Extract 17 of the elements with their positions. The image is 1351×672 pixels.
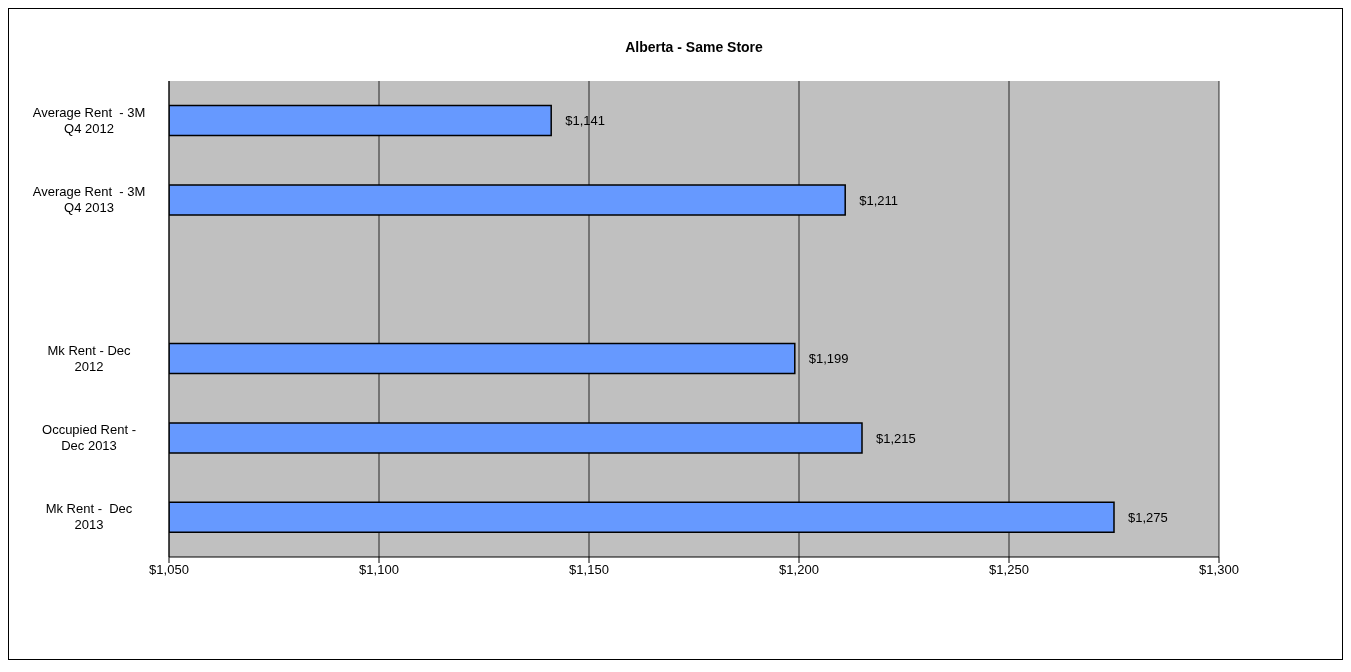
data-label: $1,211: [859, 192, 898, 208]
y-tick-label: Mk Rent - Dec 2012: [47, 342, 132, 374]
x-tick-label: $1,150: [569, 562, 609, 578]
x-tick-label: $1,250: [989, 562, 1029, 578]
data-label: $1,199: [808, 351, 849, 367]
x-tick-label: $1,050: [149, 562, 189, 578]
x-tick-label: $1,300: [1199, 562, 1239, 578]
y-tick-label: Occupied Rent - Dec 2013: [42, 422, 136, 453]
y-tick-label: Average Rent - 3M Q4 2012: [32, 104, 146, 136]
y-tick-label: Average Rent - 3M Q4 2013: [32, 184, 146, 215]
x-tick-label: $1,100: [359, 562, 399, 578]
data-label: $1,215: [876, 430, 916, 446]
data-label: $1,275: [1128, 509, 1168, 525]
chart-title: Alberta - Same Store: [624, 39, 764, 55]
y-tick-label: Mk Rent - Dec 2013: [45, 501, 133, 533]
data-label: $1,141: [565, 113, 605, 129]
x-tick-label: $1,200: [779, 562, 819, 578]
